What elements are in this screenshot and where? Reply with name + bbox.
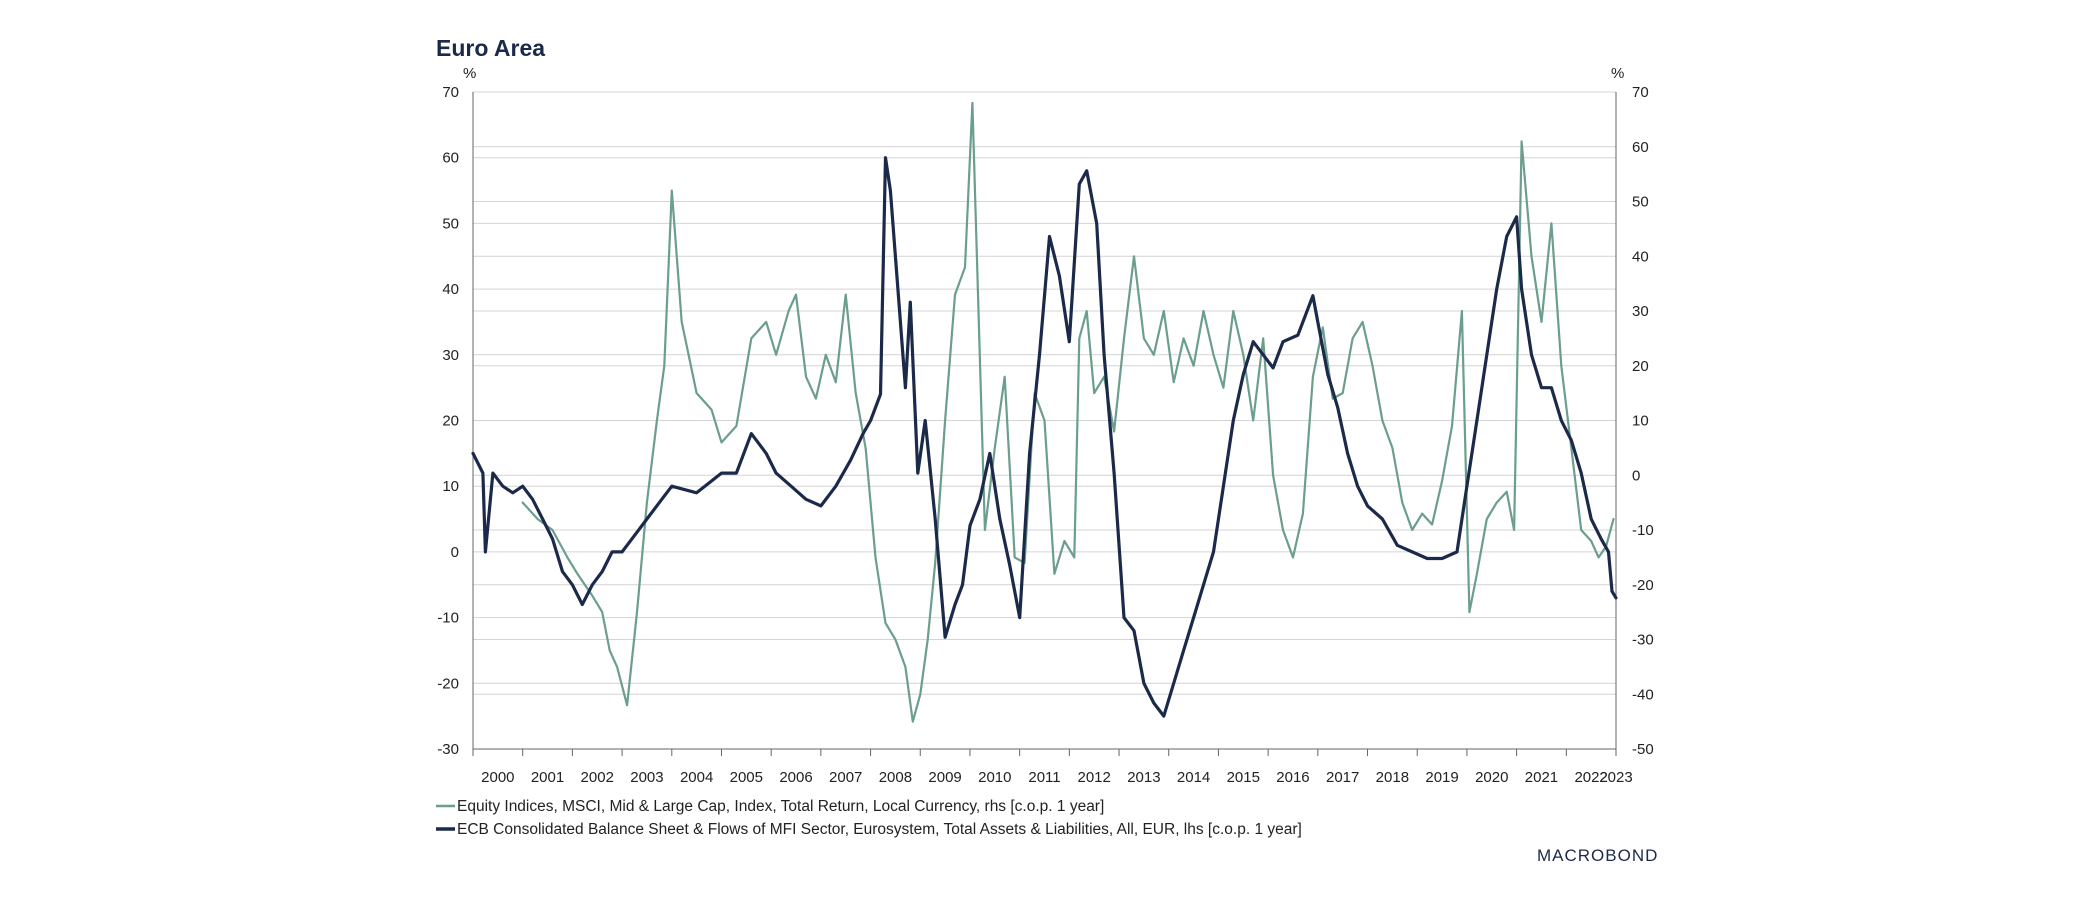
x-tick-label: 2018 — [1376, 769, 1409, 786]
left-tick-label: 30 — [442, 347, 459, 364]
left-tick-label: 60 — [442, 150, 459, 167]
right-tick-label: -40 — [1632, 686, 1654, 703]
right-tick-label: 40 — [1632, 248, 1649, 265]
right-axis: 70 60 50 40 30 20 10 0 -10 -20 -30 -40 -50 — [1632, 84, 1654, 758]
x-tick-label: 2006 — [779, 769, 812, 786]
x-tick-label: 2005 — [730, 769, 763, 786]
right-tick-label: 20 — [1632, 358, 1649, 375]
left-tick-label: 0 — [451, 544, 459, 561]
x-tick-label: 2023 — [1599, 769, 1632, 786]
series-line-ecb — [471, 156, 1618, 718]
right-axis-unit: % — [1611, 65, 1624, 82]
x-tick-label: 2017 — [1326, 769, 1359, 786]
right-tick-label: 50 — [1632, 194, 1649, 211]
right-tick-label: -50 — [1632, 741, 1654, 758]
x-tick-label: 2008 — [879, 769, 912, 786]
x-tick-label: 2002 — [581, 769, 614, 786]
legend-label-ecb: ECB Consolidated Balance Sheet & Flows o… — [457, 821, 1302, 838]
chart-title: Euro Area — [436, 35, 545, 61]
x-tick-label: 2011 — [1028, 769, 1060, 786]
x-tick-label: 2010 — [978, 769, 1011, 786]
x-tick-label: 2000 — [481, 769, 514, 786]
right-tick-label: -30 — [1632, 632, 1654, 649]
x-tick-label: 2007 — [829, 769, 862, 786]
left-tick-label: -30 — [437, 741, 459, 758]
left-axis: 70 60 50 40 30 20 10 0 -10 -20 -30 — [437, 84, 459, 758]
x-tick-label: 2022 — [1574, 769, 1607, 786]
series-line-equity — [521, 101, 1615, 723]
left-tick-label: -20 — [437, 675, 459, 692]
x-axis: 2000 2001 2002 2003 2004 2005 2006 2007 2008 2009… — [472, 748, 1633, 786]
left-tick-label: 70 — [442, 84, 459, 101]
left-tick-label: 40 — [442, 281, 459, 298]
left-tick-label: -10 — [437, 610, 459, 627]
right-tick-label: 10 — [1632, 413, 1649, 430]
left-tick-label: 50 — [442, 215, 459, 232]
x-tick-label: 2001 — [531, 769, 564, 786]
x-tick-label: 2014 — [1177, 769, 1210, 786]
left-tick-label: 10 — [442, 478, 459, 495]
left-tick-label: 20 — [442, 413, 459, 430]
x-tick-label: 2019 — [1425, 769, 1458, 786]
series-layer — [471, 101, 1618, 723]
macrobond-logo: MACROBOND — [1537, 846, 1658, 865]
right-tick-label: -20 — [1632, 577, 1654, 594]
x-tick-label: 2009 — [928, 769, 961, 786]
x-tick-label: 2016 — [1276, 769, 1309, 786]
x-tick-label: 2020 — [1475, 769, 1508, 786]
left-axis-unit: % — [463, 65, 476, 82]
x-tick-label: 2012 — [1078, 769, 1111, 786]
x-tick-label: 2015 — [1227, 769, 1260, 786]
right-tick-label: 70 — [1632, 84, 1649, 101]
x-tick-label: 2004 — [680, 769, 713, 786]
legend-label-equity: Equity Indices, MSCI, Mid & Large Cap, I… — [457, 798, 1104, 815]
right-tick-label: 60 — [1632, 139, 1649, 156]
right-tick-label: -10 — [1632, 522, 1654, 539]
x-tick-label: 2013 — [1127, 769, 1160, 786]
legend: Equity Indices, MSCI, Mid & Large Cap, I… — [436, 798, 1302, 838]
right-tick-label: 0 — [1632, 467, 1640, 484]
x-tick-label: 2003 — [630, 769, 663, 786]
right-tick-label: 30 — [1632, 303, 1649, 320]
x-tick-label: 2021 — [1525, 769, 1558, 786]
